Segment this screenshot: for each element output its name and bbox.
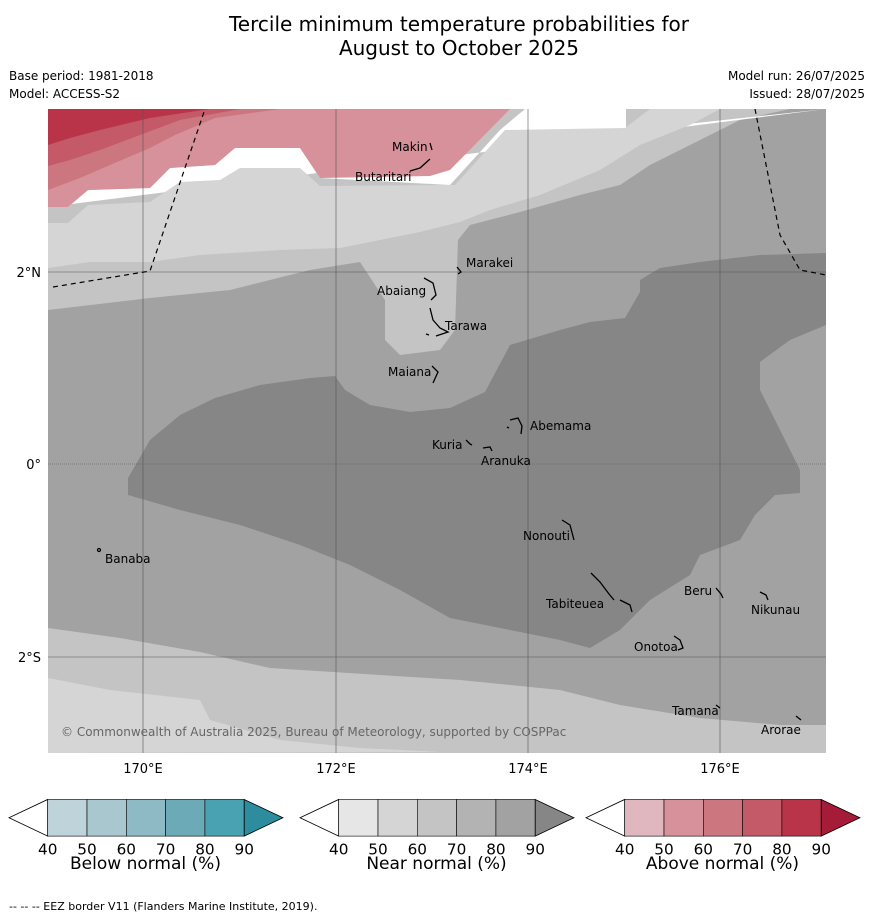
colorbar-tick-50: 50	[77, 840, 96, 858]
colorbar-segment-3	[126, 799, 166, 837]
place-label-banaba: Banaba	[105, 552, 151, 566]
colorbar-tick-40: 40	[38, 840, 57, 858]
colorbar-extend-low	[299, 798, 340, 837]
colorbar-title-near: Near normal (%)	[366, 854, 507, 874]
colorbar-segment-1	[47, 799, 88, 837]
place-label-abaiang: Abaiang	[377, 284, 426, 298]
model-run-text: Model run: 26/07/2025	[727, 69, 865, 83]
colorbar-tick-90: 90	[525, 840, 544, 858]
colorbar-tick-60: 60	[408, 840, 427, 858]
place-label-tamana: Tamana	[671, 704, 719, 718]
title-line-2: August to October 2025	[338, 36, 580, 60]
place-label-makin: Makin	[392, 140, 428, 154]
place-label-kuria: Kuria	[432, 438, 463, 452]
eez-footnote: -- -- -- EEZ border V11 (Flanders Marine…	[9, 900, 318, 913]
colorbar-tick-40: 40	[615, 840, 634, 858]
place-label-marakei: Marakei	[466, 256, 513, 270]
copyright-notice: © Commonwealth of Australia 2025, Bureau…	[61, 725, 566, 739]
colorbar-extend-low	[8, 798, 49, 837]
lon-tick-172e: 172°E	[316, 762, 356, 777]
colorbar-tick-40: 40	[329, 840, 348, 858]
colorbar-extend-low	[585, 798, 626, 837]
colorbar-title-below: Below normal (%)	[70, 854, 221, 874]
lon-tick-176e: 176°E	[700, 762, 740, 777]
colorbar-extend-high	[534, 798, 575, 837]
colorbar-tick-70: 70	[733, 840, 752, 858]
colorbar-tick-90: 90	[234, 840, 253, 858]
lat-tick-2s: 2°S	[18, 651, 41, 666]
eez-border-lines	[52, 109, 826, 288]
lat-tick-2n: 2°N	[17, 266, 42, 281]
colorbar-title-above: Above normal (%)	[645, 854, 800, 874]
near-normal-low-band-south	[48, 628, 826, 753]
colorbar-segment-2	[377, 799, 418, 837]
colorbar-tick-80: 80	[195, 840, 214, 858]
colorbar-segment-3	[417, 799, 457, 837]
colorbar-tick-70: 70	[156, 840, 175, 858]
title-line-1: Tercile minimum temperature probabilitie…	[228, 12, 690, 36]
colorbar-tick-80: 80	[486, 840, 505, 858]
near-normal-40-50-band-north	[48, 109, 720, 268]
colorbar-tick-50: 50	[654, 840, 673, 858]
island-outlines	[96, 142, 802, 721]
colorbar-segment-3	[703, 799, 743, 837]
colorbar-tick-50: 50	[368, 840, 387, 858]
place-label-maiana: Maiana	[388, 365, 431, 379]
near-normal-lightest-band-south	[48, 678, 440, 753]
colorbar-above-normal: 40 50 60 70 80 90	[585, 798, 861, 858]
colorbar-extend-high	[820, 798, 861, 837]
model-text: Model: ACCESS-S2	[9, 87, 121, 101]
chart-title: Tercile minimum temperature probabilitie…	[0, 12, 873, 60]
issued-text: Issued: 28/07/2025	[749, 87, 865, 101]
base-period-text: Base period: 1981-2018	[9, 69, 154, 83]
colorbar-tick-90: 90	[811, 840, 830, 858]
colorbar-segment-5	[781, 799, 822, 837]
place-label-butaritari: Butaritari	[355, 170, 412, 184]
map-fields: Makin Butaritari Marakei Abaiang Tarawa …	[48, 109, 826, 753]
colorbar-tick-70: 70	[447, 840, 466, 858]
above-normal-80-90-band	[48, 109, 210, 145]
place-label-arorae: Arorae	[761, 723, 801, 737]
colorbar-segment-5	[204, 799, 245, 837]
colorbar-extend-high	[243, 798, 284, 837]
colorbar-segment-4	[456, 799, 497, 837]
probability-map[interactable]: Makin Butaritari Marakei Abaiang Tarawa …	[0, 0, 873, 780]
colorbar-segment-5	[495, 799, 536, 837]
colorbar-segment-2	[663, 799, 704, 837]
graticule	[48, 109, 826, 753]
place-label-nonouti: Nonouti	[523, 529, 570, 543]
colorbar-segment-4	[165, 799, 206, 837]
lat-tick-0: 0°	[26, 458, 41, 473]
colorbar-below-normal: 40 50 60 70 80 90	[8, 798, 284, 858]
colorbar-segment-1	[338, 799, 379, 837]
colorbar-segment-4	[742, 799, 783, 837]
colorbar-tick-80: 80	[772, 840, 791, 858]
place-label-nikunau: Nikunau	[751, 603, 800, 617]
place-label-beru: Beru	[684, 584, 712, 598]
island-labels: Makin Butaritari Marakei Abaiang Tarawa …	[105, 140, 801, 737]
colorbar-tick-60: 60	[117, 840, 136, 858]
colorbar-segment-1	[624, 799, 665, 837]
lon-tick-170e: 170°E	[123, 762, 163, 777]
colorbar-tick-60: 60	[694, 840, 713, 858]
lon-tick-174e: 174°E	[508, 762, 548, 777]
place-label-tabiteuea: Tabiteuea	[545, 597, 604, 611]
colorbar-near-normal: 40 50 60 70 80 90	[299, 798, 575, 858]
place-label-aranuka: Aranuka	[481, 454, 531, 468]
place-label-tarawa: Tarawa	[444, 319, 487, 333]
colorbar-segment-2	[86, 799, 127, 837]
near-normal-70-80-band	[128, 253, 826, 648]
place-label-onotoa: Onotoa	[634, 640, 678, 654]
place-label-abemama: Abemama	[530, 419, 591, 433]
